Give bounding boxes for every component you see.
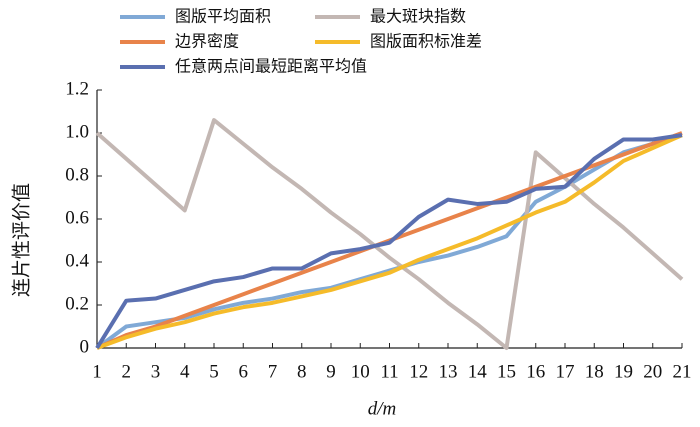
x-tick-label: 15 (497, 361, 516, 382)
y-tick-label: 0.4 (65, 250, 89, 271)
legend-label: 边界密度 (175, 32, 239, 51)
x-tick-label: 7 (268, 361, 278, 382)
y-axis-label: 连片性评价值 (11, 183, 33, 297)
x-tick-label: 4 (180, 361, 190, 382)
x-axis-label: d/m (368, 398, 397, 419)
x-tick-label: 18 (585, 361, 604, 382)
x-tick-label: 6 (239, 361, 249, 382)
x-tick-label: 9 (326, 361, 336, 382)
x-tick-label: 13 (439, 361, 458, 382)
legend-label: 图版平均面积 (175, 7, 271, 26)
y-tick-label: 1.0 (65, 121, 89, 142)
x-tick-label: 16 (526, 361, 545, 382)
x-tick-label: 3 (151, 361, 161, 382)
x-tick-label: 2 (122, 361, 132, 382)
legend-label: 最大斑块指数 (370, 7, 466, 26)
x-tick-label: 8 (297, 361, 307, 382)
x-tick-label: 21 (673, 361, 692, 382)
x-tick-label: 10 (351, 361, 370, 382)
legend-label: 任意两点间最短距离平均值 (175, 57, 367, 76)
x-tick-label: 5 (209, 361, 219, 382)
y-tick-label: 0 (80, 336, 90, 357)
series-line (95, 118, 684, 350)
legend-label: 图版面积标准差 (370, 32, 482, 51)
series-line (95, 133, 683, 350)
x-tick-label: 12 (409, 361, 428, 382)
x-tick-label: 1 (92, 361, 102, 382)
x-tick-label: 19 (614, 361, 633, 382)
x-tick-label: 20 (643, 361, 662, 382)
x-tick-label: 14 (468, 361, 488, 382)
x-tick-label: 11 (380, 361, 398, 382)
y-tick-label: 0.8 (65, 164, 89, 185)
series-line (96, 133, 683, 350)
y-tick-label: 0.2 (65, 293, 89, 314)
y-tick-label: 0.6 (65, 207, 89, 228)
y-tick-label: 1.2 (65, 78, 89, 99)
x-tick-label: 17 (556, 361, 575, 382)
